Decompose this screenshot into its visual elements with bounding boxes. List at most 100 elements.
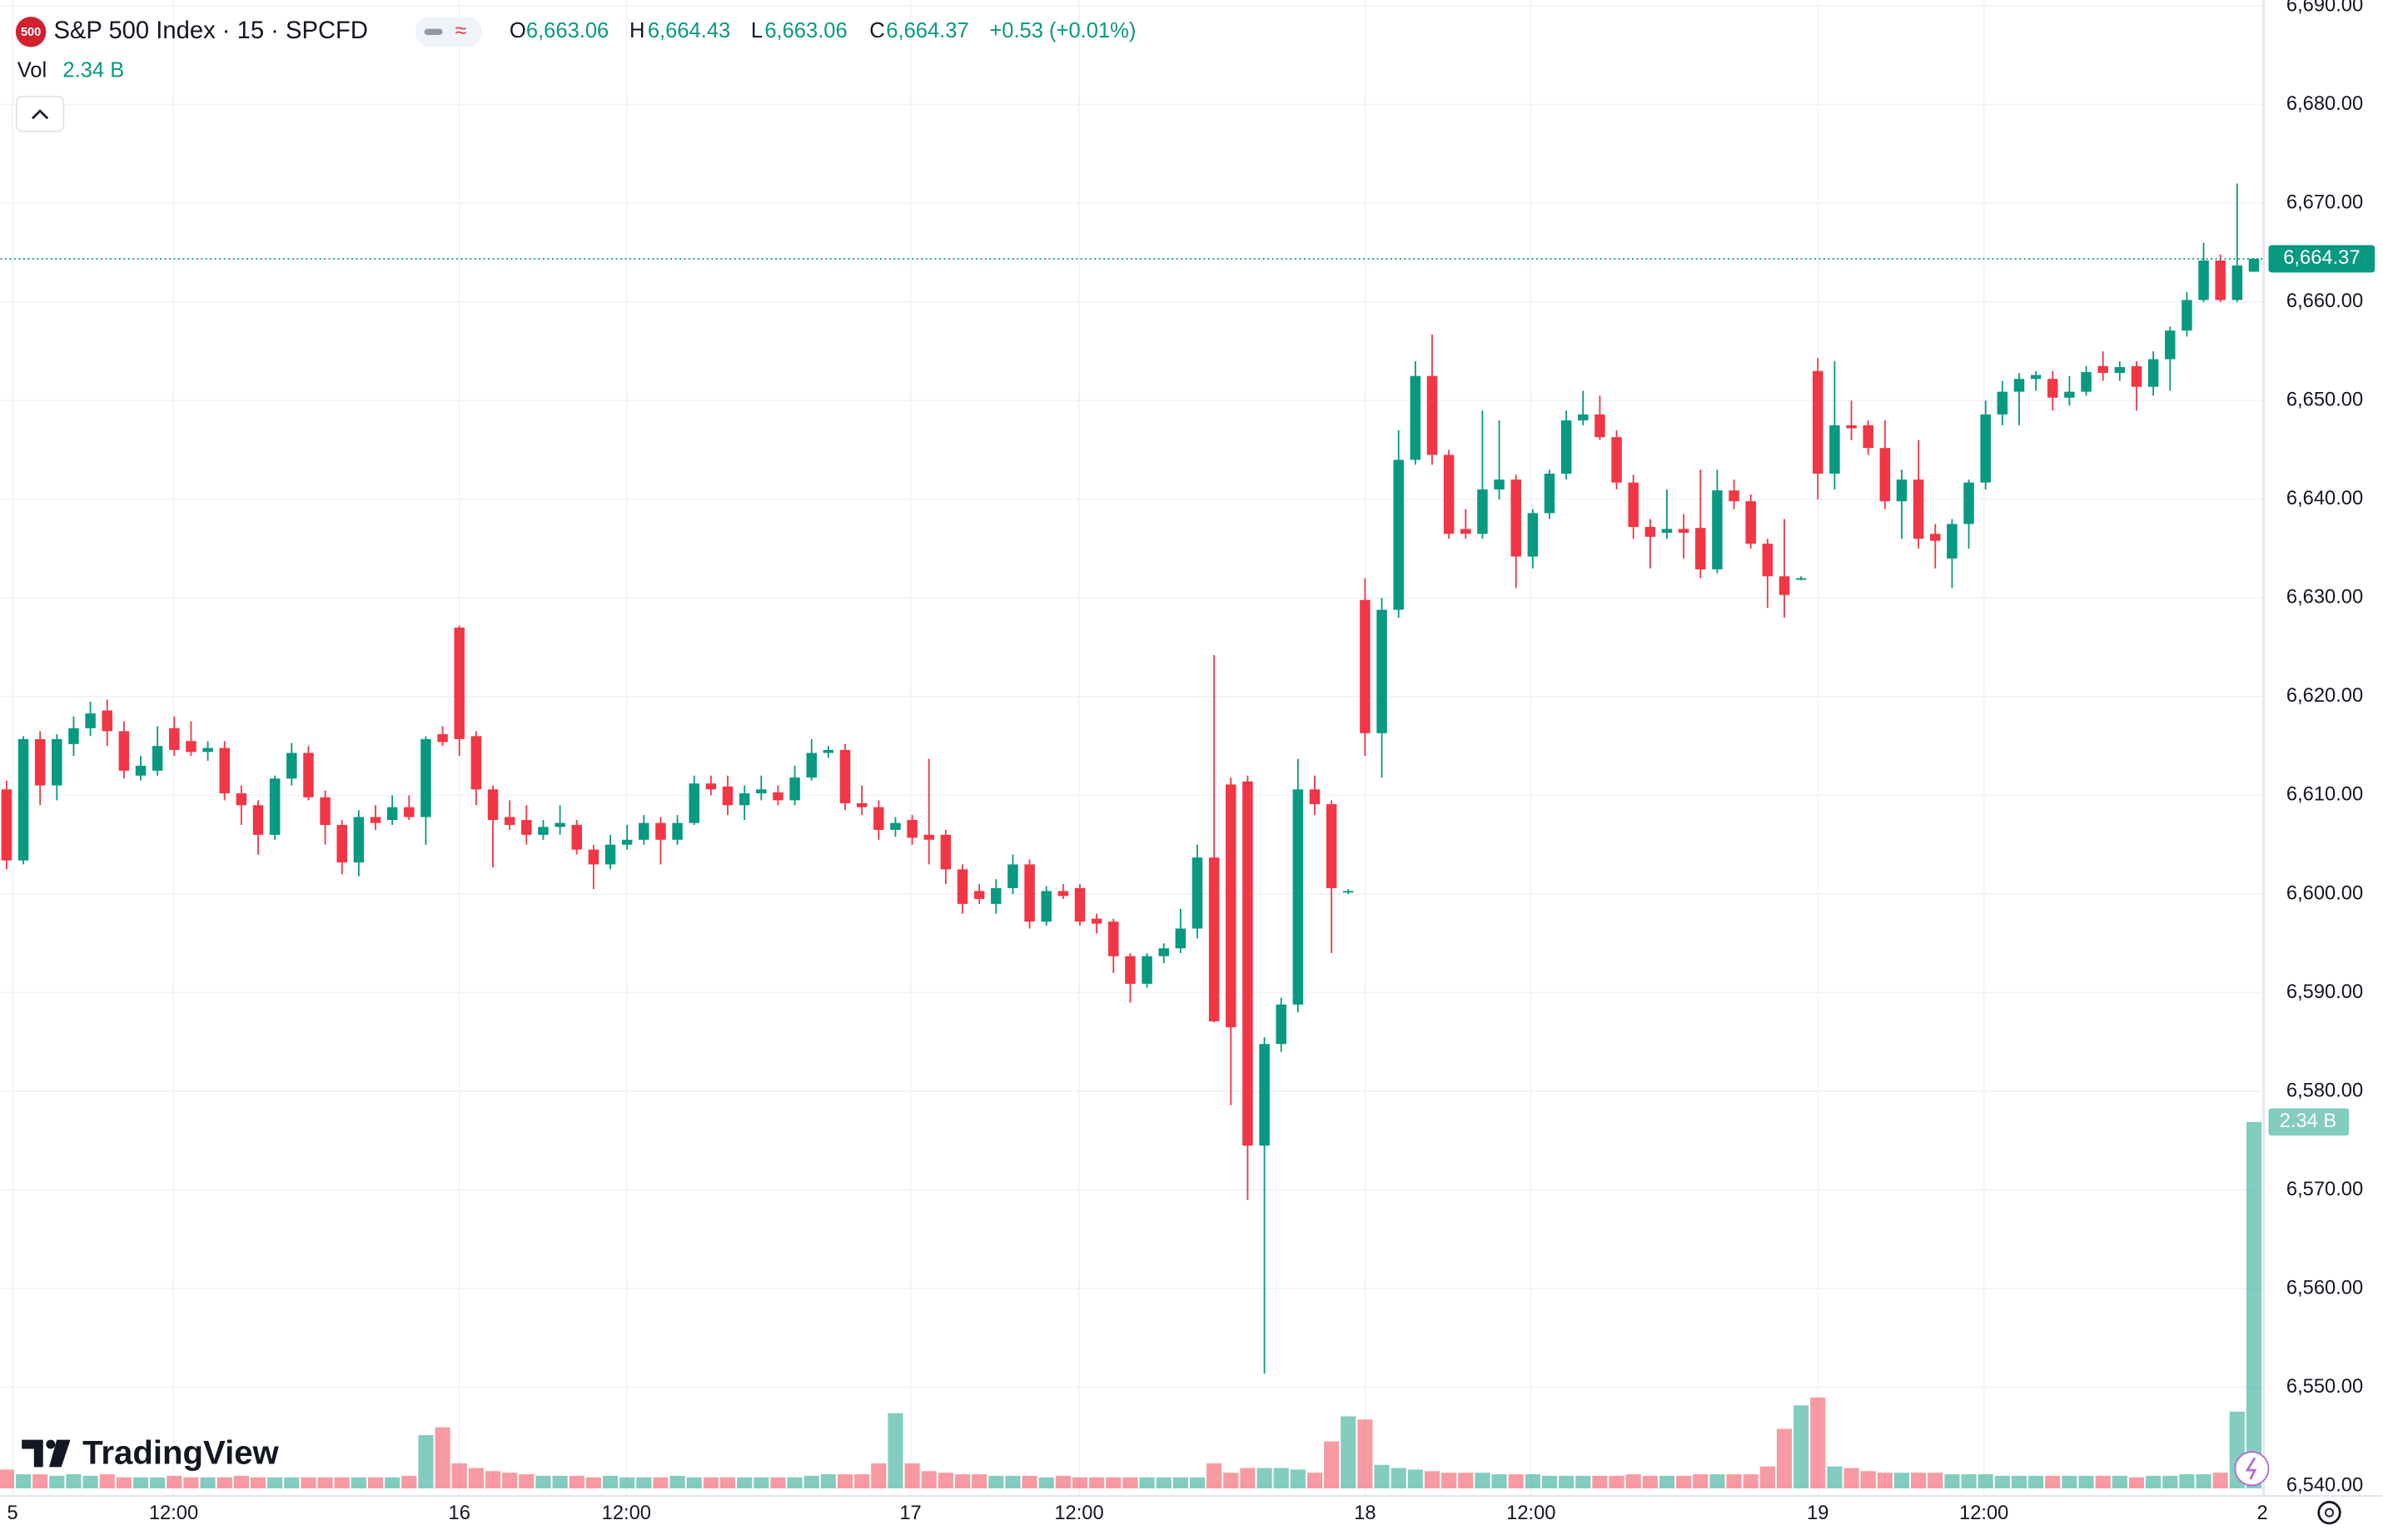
volume-bar <box>167 1475 182 1488</box>
volume-bar <box>1978 1474 1993 1488</box>
candle-body <box>1142 956 1152 984</box>
candle-body <box>2097 365 2108 374</box>
candle-body <box>186 741 197 753</box>
candle-body <box>1695 528 1706 569</box>
volume-bar <box>1106 1477 1122 1488</box>
symbol-logo-text: 500 <box>21 26 41 39</box>
volume-bar <box>988 1475 1004 1488</box>
candle-body <box>1477 489 1488 534</box>
volume-bar <box>1676 1475 1692 1488</box>
volume-bar <box>1172 1477 1188 1488</box>
candle-body <box>689 783 699 823</box>
candle-body <box>2182 300 2192 331</box>
candle-body <box>17 738 29 861</box>
volume-bar <box>904 1463 920 1488</box>
candle-body <box>404 807 415 817</box>
volume-bar <box>1541 1475 1558 1488</box>
volume-bar <box>1843 1468 1859 1488</box>
x-tick-label: 18 <box>1354 1503 1376 1524</box>
candle-body <box>1 789 12 861</box>
candle-body <box>1879 448 1891 502</box>
candle-body <box>454 627 465 739</box>
candle-body <box>856 802 868 807</box>
volume-bar <box>1374 1464 1390 1488</box>
volume-label: Vol <box>17 58 47 82</box>
volume-bar <box>1559 1475 1575 1488</box>
brand-mark <box>49 1439 71 1468</box>
candle-body <box>1795 578 1807 580</box>
candle-body <box>1443 455 1455 534</box>
candle-body <box>68 728 79 744</box>
candle-body <box>1560 420 1572 474</box>
volume-bar <box>1005 1475 1021 1488</box>
candle-body <box>252 805 264 835</box>
candle-body <box>169 728 180 750</box>
volume-bar <box>686 1477 702 1488</box>
candle-body <box>386 807 398 821</box>
candle-body <box>1527 513 1539 557</box>
volume-bar <box>99 1474 115 1488</box>
candle-body <box>1393 460 1404 610</box>
volume-bar <box>636 1477 652 1488</box>
candle-body <box>1628 482 1639 528</box>
volume-bar <box>1240 1468 1256 1488</box>
collapse-button[interactable] <box>15 95 65 132</box>
volume-bar <box>385 1477 400 1488</box>
volume-bar <box>2028 1475 2044 1488</box>
y-tick-label: 6,540.00 <box>2286 1475 2363 1497</box>
volume-bar <box>653 1477 669 1488</box>
candle-body <box>1779 576 1790 595</box>
x-tick-label: 12:00 <box>1959 1503 2008 1524</box>
volume-bar <box>585 1477 601 1488</box>
settings-icon[interactable] <box>2317 1501 2341 1525</box>
candle-body <box>1343 891 1354 893</box>
volume-bar <box>803 1475 819 1488</box>
volume-bar <box>2062 1475 2077 1488</box>
y-tick-label: 6,610.00 <box>2286 784 2363 806</box>
candle-body <box>1712 490 1723 569</box>
volume-bar <box>435 1427 450 1488</box>
volume-bar <box>317 1477 333 1488</box>
candle-body <box>1947 524 1958 559</box>
candle-body <box>2147 359 2159 387</box>
x-tick-label: 12:00 <box>1506 1503 1555 1524</box>
candle-body <box>1729 490 1739 502</box>
candle-body <box>1611 437 1622 483</box>
candle-body <box>437 733 448 743</box>
candle-body <box>773 792 784 801</box>
candle-body <box>907 820 918 838</box>
candle-body <box>1644 527 1656 537</box>
candle-body <box>504 817 515 826</box>
last-price-label: 6,664.37 <box>2283 247 2360 269</box>
volume-bar <box>1693 1474 1709 1488</box>
market-status[interactable] <box>415 17 482 47</box>
candle-body <box>672 822 683 840</box>
volume-bar <box>602 1475 619 1488</box>
candle-body <box>604 844 616 865</box>
volume-bar <box>1961 1474 1977 1488</box>
volume-bar <box>367 1477 384 1488</box>
volume-bar <box>334 1477 350 1488</box>
volume-bar <box>754 1477 769 1488</box>
ohlc-label: C <box>869 19 884 42</box>
candle-body <box>1661 529 1673 534</box>
y-tick-label: 6,650.00 <box>2286 390 2363 411</box>
candle-body <box>1259 1044 1270 1146</box>
volume-bar <box>1341 1416 1356 1488</box>
symbol-title[interactable]: S&P 500 Index · 15 · SPCFD <box>53 17 367 44</box>
change: +0.53 (+0.01%) <box>989 19 1136 42</box>
candle-body <box>1192 857 1203 929</box>
candle-body <box>1594 414 1605 438</box>
candle-body <box>2131 365 2142 387</box>
status-icon <box>424 28 443 35</box>
candle-body <box>135 765 147 776</box>
volume-bar <box>1407 1469 1423 1488</box>
alert-icon[interactable] <box>2234 1451 2270 1487</box>
candle-body <box>739 793 750 806</box>
volume-bar <box>888 1413 903 1488</box>
volume-bar <box>1475 1473 1490 1488</box>
candle-body <box>1762 544 1774 577</box>
